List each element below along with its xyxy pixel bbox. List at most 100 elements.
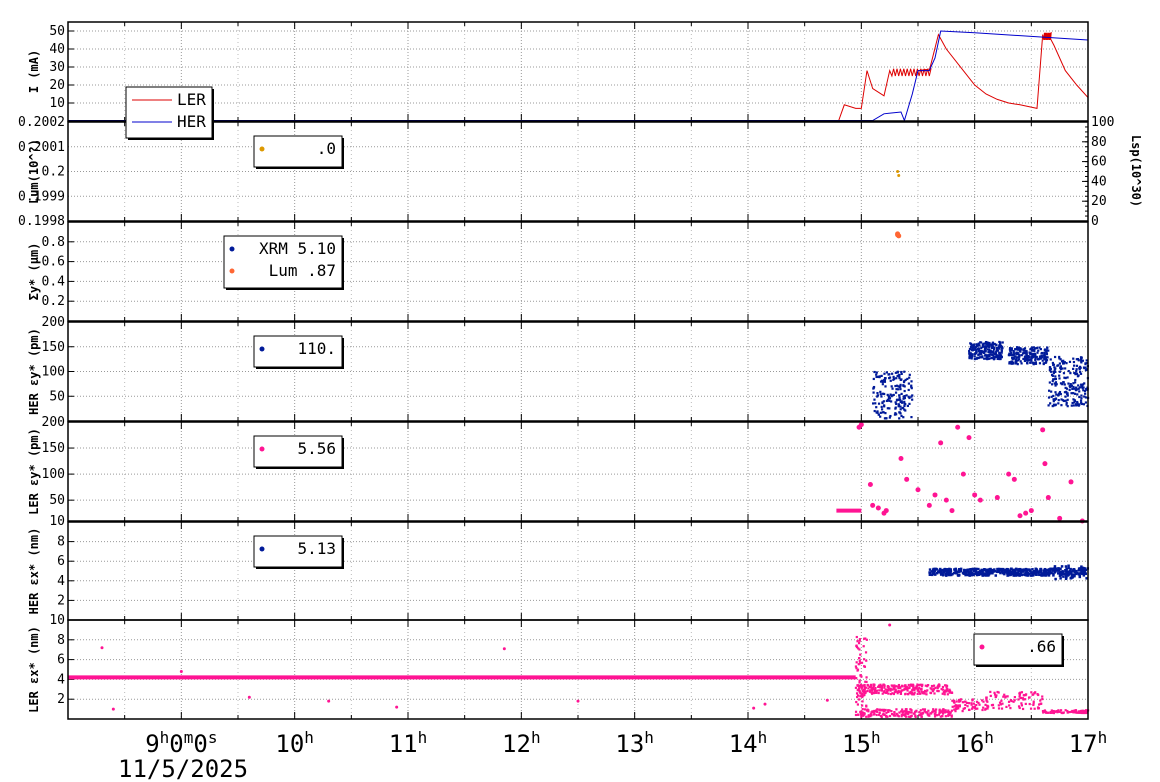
data-point [1059,382,1063,385]
data-point [1025,357,1029,361]
data-point [997,691,1000,694]
y-axis-label: LER εy* (pm) [27,428,41,515]
legend-label: HER [177,112,206,131]
data-point [111,707,115,711]
y-tick-label: 10 [49,613,65,628]
series-line-ler [68,31,1089,121]
data-point [923,692,926,695]
data-point [899,388,902,391]
data-point [1054,398,1057,401]
data-point [1078,368,1081,371]
data-point [1082,568,1086,572]
legend-sigma: XRM 5.10 Lum .87 [223,235,344,290]
data-point [992,349,995,353]
data-point [1028,508,1034,514]
y-tick-label: 6 [57,653,65,668]
data-point [903,385,906,388]
data-point [1024,571,1027,574]
data-point [876,394,880,397]
data-point [1000,345,1004,348]
data-point [900,713,903,716]
data-point [1074,386,1078,389]
data-point [1055,383,1058,386]
y-tick-label: 50 [49,389,65,404]
data-point [949,568,952,571]
data-point [964,703,967,707]
data-point [1073,371,1076,375]
data-point [875,373,878,376]
data-point [1078,574,1081,578]
data-point [1059,567,1062,571]
data-point [1010,360,1014,364]
data-point [902,406,905,410]
data-point [1041,359,1044,362]
data-point [999,569,1003,572]
data-point [923,710,926,713]
data-point [1050,383,1054,386]
data-point [1031,571,1035,574]
data-point [984,703,987,706]
data-point [979,341,982,344]
data-point [1022,694,1025,697]
data-point [1017,348,1020,351]
data-point [1052,403,1055,406]
data-point [973,352,977,356]
data-point [898,376,901,380]
data-point [894,685,897,688]
data-point [879,393,882,396]
data-point [997,345,1001,348]
data-point [1042,362,1045,366]
data-point [946,687,949,690]
data-point [933,569,936,573]
data-point [976,347,979,351]
data-point [879,714,882,718]
data-point [950,691,953,694]
data-point [908,376,911,379]
data-point [1011,476,1017,482]
data-point [1033,691,1036,695]
data-point [856,695,859,699]
data-point [1045,571,1049,575]
y-tick-label: 100 [42,365,65,380]
data-point [1013,696,1016,699]
data-point [1068,388,1071,392]
data-point [894,407,897,410]
data-point [994,355,998,359]
data-point [925,693,928,696]
y-tick-label: 0.1999 [18,189,65,204]
data-point [1054,381,1058,384]
data-point [898,711,901,714]
data-point [1028,702,1031,706]
data-point [939,571,942,575]
data-point [920,687,923,691]
data-point [913,691,916,694]
data-point [988,353,991,356]
data-point [1051,361,1055,365]
data-point [973,705,977,708]
data-point [1083,389,1087,393]
data-point [926,712,929,715]
data-point [1008,347,1012,350]
data-point [993,342,996,345]
data-point [1010,349,1013,352]
data-point [1014,348,1017,351]
data-point [950,715,953,718]
data-point [1033,707,1036,710]
data-point [996,357,999,361]
data-point [953,568,956,571]
data-point [887,395,890,398]
data-point [902,380,906,384]
data-point [894,412,897,415]
data-point [955,570,959,574]
data-point [1082,386,1085,389]
data-point [948,571,952,575]
data-point [941,685,945,689]
data-point [979,569,982,573]
data-point [1029,574,1033,577]
data-point [1031,346,1034,349]
data-point [1074,709,1078,712]
data-point [1023,352,1026,355]
data-point [859,695,862,698]
data-point [868,685,871,689]
data-point [982,706,985,709]
